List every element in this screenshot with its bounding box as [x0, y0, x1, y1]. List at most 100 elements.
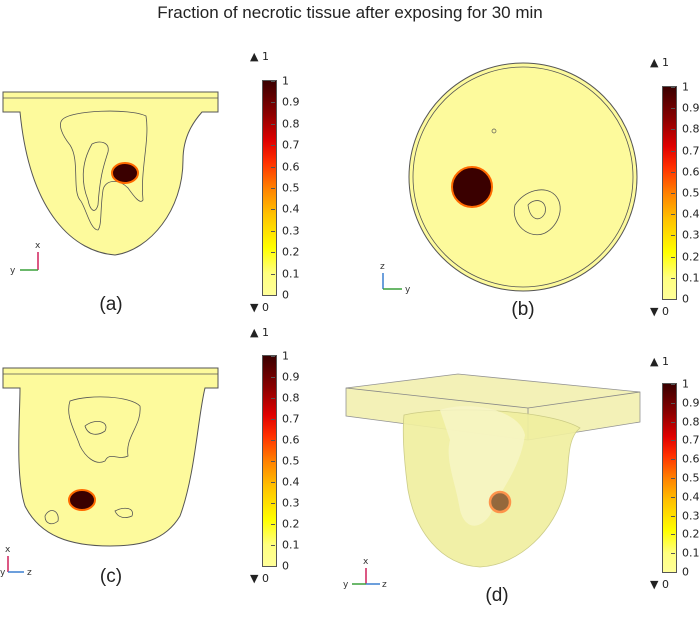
colorbar-gradient — [662, 86, 677, 300]
axis-label-up: x — [363, 557, 369, 567]
contour — [60, 110, 148, 231]
colorbar-tick-label: 0.1 — [682, 546, 700, 560]
colorbar-tick-mark — [671, 299, 675, 300]
colorbar-tick-label: 0 — [282, 559, 289, 573]
colorbar-tick-label: 0.9 — [682, 396, 700, 410]
colorbar-tick-mark — [271, 230, 275, 232]
colorbar-tick-label: 0 — [282, 288, 289, 302]
axis-label-up: x — [35, 241, 41, 251]
axis-label-side: y — [405, 285, 411, 295]
colorbar-tick-mark — [671, 459, 675, 461]
colorbar-tick-mark — [271, 209, 275, 211]
colorbar-tick-label: 0.4 — [682, 490, 700, 504]
colorbar-gradient — [262, 80, 277, 296]
colorbar-tick-label: 0.9 — [282, 95, 300, 109]
colorbar-tick-mark — [671, 553, 675, 555]
colorbar-tick-label: 1 — [282, 349, 289, 363]
colorbar-tick-label: 0.8 — [682, 122, 700, 136]
colorbar-tick-mark — [271, 482, 275, 483]
contour — [513, 189, 561, 236]
colorbar-tick-label: 0.7 — [282, 138, 300, 152]
colorbar-tick-mark — [271, 81, 275, 82]
axis-label-side: y — [10, 266, 16, 276]
max-marker: ▲ 1 — [650, 355, 669, 368]
colorbar-tick-label: 0.1 — [282, 267, 300, 281]
colorbar-b: ▲ 1 1 0.9 0.8 0.7 0.6 0.5 0.4 0.3 0.2 0.1 0 ▼ 0 — [650, 56, 700, 323]
colorbar-tick-label: 0.7 — [682, 433, 700, 447]
panel-label-d: (d) — [485, 585, 509, 606]
colorbar-tick-label: 0 — [682, 565, 689, 579]
colorbar-tick-mark — [271, 398, 275, 399]
colorbar-tick-mark — [271, 166, 275, 168]
colorbar-tick-label: 1 — [682, 80, 689, 94]
colorbar-tick-mark — [671, 108, 675, 110]
colorbar-tick-label: 0.3 — [282, 224, 300, 238]
necrotic-zone — [451, 166, 493, 208]
colorbar-tick-mark — [271, 295, 275, 296]
colorbar-tick-label: 0.5 — [282, 454, 300, 468]
colorbar-tick-label: 0.3 — [682, 509, 700, 523]
colorbar-tick-label: 0.2 — [282, 517, 300, 531]
colorbar-tick-label: 0.8 — [282, 117, 300, 131]
axis-label-side: y — [0, 568, 6, 578]
colorbar-tick-mark — [271, 273, 275, 275]
colorbar-tick-label: 0.8 — [282, 391, 300, 405]
colorbar-c: ▲ 1 1 0.9 0.8 0.7 0.6 0.5 0.4 0.3 0.2 0.1 0 ▼ 0 — [250, 326, 340, 590]
axis-label-side2: z — [382, 580, 387, 590]
colorbar-tick-label: 0.1 — [282, 538, 300, 552]
colorbar-tick-mark — [671, 214, 675, 216]
max-marker: ▲ 1 — [250, 326, 269, 339]
colorbar-tick-mark — [671, 534, 675, 536]
colorbar-tick-label: 0.6 — [282, 160, 300, 174]
colorbar-tick-mark — [271, 377, 275, 378]
colorbar-gradient — [662, 383, 677, 573]
colorbar-tick-label: 0.7 — [282, 412, 300, 426]
colorbar-tick-mark — [271, 252, 275, 254]
colorbar-tick-label: 0.7 — [682, 144, 700, 158]
colorbar-gradient — [262, 355, 277, 567]
colorbar-tick-mark — [671, 478, 675, 479]
max-marker: ▲ 1 — [250, 50, 269, 63]
colorbar-tick-mark — [671, 256, 675, 258]
axis-label-up: x — [5, 545, 11, 555]
colorbar-d: ▲ 1 1 0.9 0.8 0.7 0.6 0.5 0.4 0.3 0.2 0.1 0 ▼ 0 — [650, 355, 700, 596]
min-marker: ▼ 0 — [650, 578, 669, 591]
colorbar-tick-mark — [671, 235, 675, 237]
colorbar-tick-mark — [671, 150, 675, 152]
colorbar-tick-label: 0.4 — [282, 202, 300, 216]
colorbar-tick-mark — [271, 440, 275, 441]
min-marker: ▼ 0 — [250, 572, 269, 585]
colorbar-a: ▲ 1 1 0.9 0.8 0.7 0.6 0.5 0.4 0.3 0.2 0.1 0 ▼ 0 — [250, 50, 340, 319]
panel-c-plot: x y z — [0, 367, 219, 578]
colorbar-tick-mark — [671, 87, 675, 88]
colorbar-tick-mark — [671, 193, 675, 194]
colorbar-tick-mark — [671, 129, 675, 131]
colorbar-tick-mark — [671, 384, 675, 385]
panel-label-c: (c) — [99, 566, 123, 587]
colorbar-tick-mark — [271, 419, 275, 420]
colorbar-tick-label: 0.2 — [682, 250, 700, 264]
axis-label-up: z — [380, 262, 385, 272]
colorbar-tick-mark — [271, 145, 275, 147]
colorbar-tick-label: 0.9 — [282, 370, 300, 384]
panel-label-a: (a) — [99, 294, 123, 315]
colorbar-tick-mark — [671, 277, 675, 279]
colorbar-tick-mark — [271, 545, 275, 546]
colorbar-tick-label: 0.5 — [682, 186, 700, 200]
colorbar-tick-mark — [671, 515, 675, 517]
colorbar-tick-label: 1 — [682, 377, 689, 391]
colorbar-tick-mark — [671, 171, 675, 173]
colorbar-tick-mark — [671, 496, 675, 498]
colorbar-tick-mark — [271, 566, 275, 567]
colorbar-tick-label: 0.8 — [682, 415, 700, 429]
max-marker: ▲ 1 — [650, 56, 669, 69]
colorbar-tick-label: 0.5 — [282, 181, 300, 195]
colorbar-tick-label: 0.6 — [682, 165, 700, 179]
colorbar-tick-mark — [271, 461, 275, 462]
colorbar-tick-label: 0.6 — [282, 433, 300, 447]
colorbar-tick-mark — [671, 421, 675, 423]
colorbar-tick-label: 0 — [682, 292, 689, 306]
figure-title: Fraction of necrotic tissue after exposi… — [157, 3, 543, 22]
necrotic-zone — [488, 490, 512, 514]
